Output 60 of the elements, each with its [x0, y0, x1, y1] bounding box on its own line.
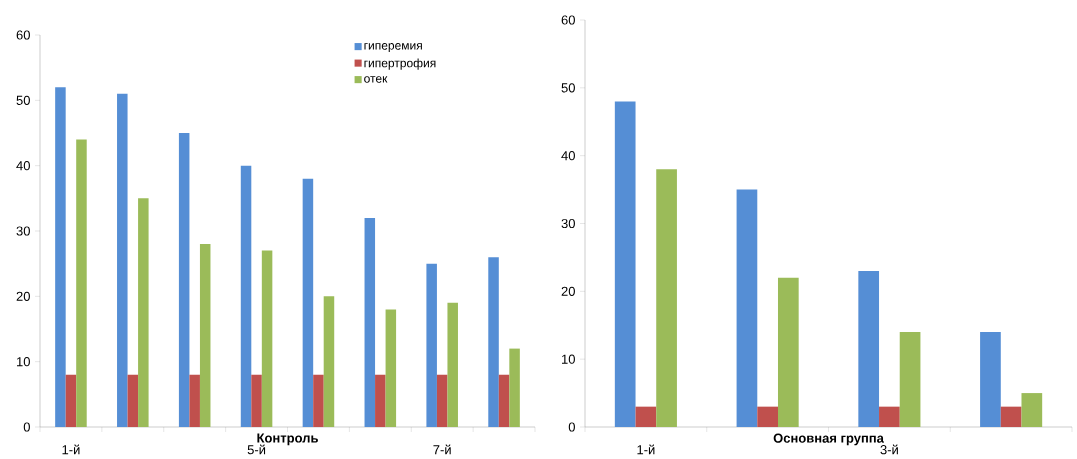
bar — [777, 277, 799, 427]
x-tick-label: 5-й — [247, 444, 266, 455]
bar — [313, 374, 324, 427]
bar — [426, 263, 437, 427]
bar — [614, 101, 636, 427]
y-tick-label: 20 — [16, 291, 30, 301]
y-tick-label: 60 — [561, 15, 575, 25]
bar — [76, 139, 87, 427]
bar — [736, 189, 758, 427]
bar — [261, 250, 273, 427]
bar — [509, 348, 520, 427]
y-tick-label: 30 — [561, 218, 575, 229]
bar — [240, 165, 252, 427]
bar — [1000, 406, 1022, 427]
bar — [55, 87, 66, 427]
bar — [635, 406, 657, 427]
bar — [251, 374, 262, 427]
bar — [178, 133, 190, 427]
bar — [980, 332, 1001, 427]
x-tick-label: 1-й — [637, 444, 655, 455]
bar — [899, 332, 921, 427]
bar — [375, 374, 386, 427]
legend-label: гиперемия — [364, 43, 422, 53]
x-tick-label: 7-й — [433, 444, 451, 455]
y-tick-label: 10 — [16, 357, 30, 367]
bar — [447, 302, 458, 427]
x-tick-label: 3-й — [880, 444, 898, 455]
bar — [323, 296, 335, 427]
y-tick-label: 30 — [16, 226, 30, 236]
y-tick-label: 10 — [562, 354, 575, 364]
bar — [364, 217, 376, 427]
legend-label: отек — [364, 76, 388, 83]
y-tick-label: 0 — [23, 422, 30, 432]
bar — [138, 198, 149, 427]
y-tick-label: 0 — [568, 422, 575, 432]
x-axis-title: Основная группа — [773, 433, 884, 446]
y-tick-label: 50 — [16, 95, 30, 105]
x-axis-title: Контроль — [257, 433, 318, 446]
y-tick-label: 50 — [561, 83, 575, 93]
bar — [488, 257, 499, 427]
bar — [1021, 393, 1043, 427]
bar — [65, 374, 77, 427]
y-tick-label: 20 — [561, 286, 575, 296]
bar — [879, 406, 900, 427]
bar — [385, 309, 397, 427]
bar — [189, 374, 200, 427]
bar — [117, 93, 128, 427]
bar — [858, 270, 880, 427]
bar — [757, 406, 778, 427]
x-tick-label: 1-й — [62, 444, 80, 455]
bar — [302, 178, 314, 427]
bar — [127, 374, 139, 427]
bar — [199, 244, 211, 427]
legend-label: гипертрофия — [364, 58, 436, 70]
bar — [498, 374, 510, 427]
y-tick-label: 40 — [16, 161, 30, 171]
y-tick-label: 40 — [561, 151, 575, 161]
bar — [656, 169, 677, 427]
y-tick-label: 60 — [16, 30, 30, 40]
bar — [436, 374, 448, 427]
